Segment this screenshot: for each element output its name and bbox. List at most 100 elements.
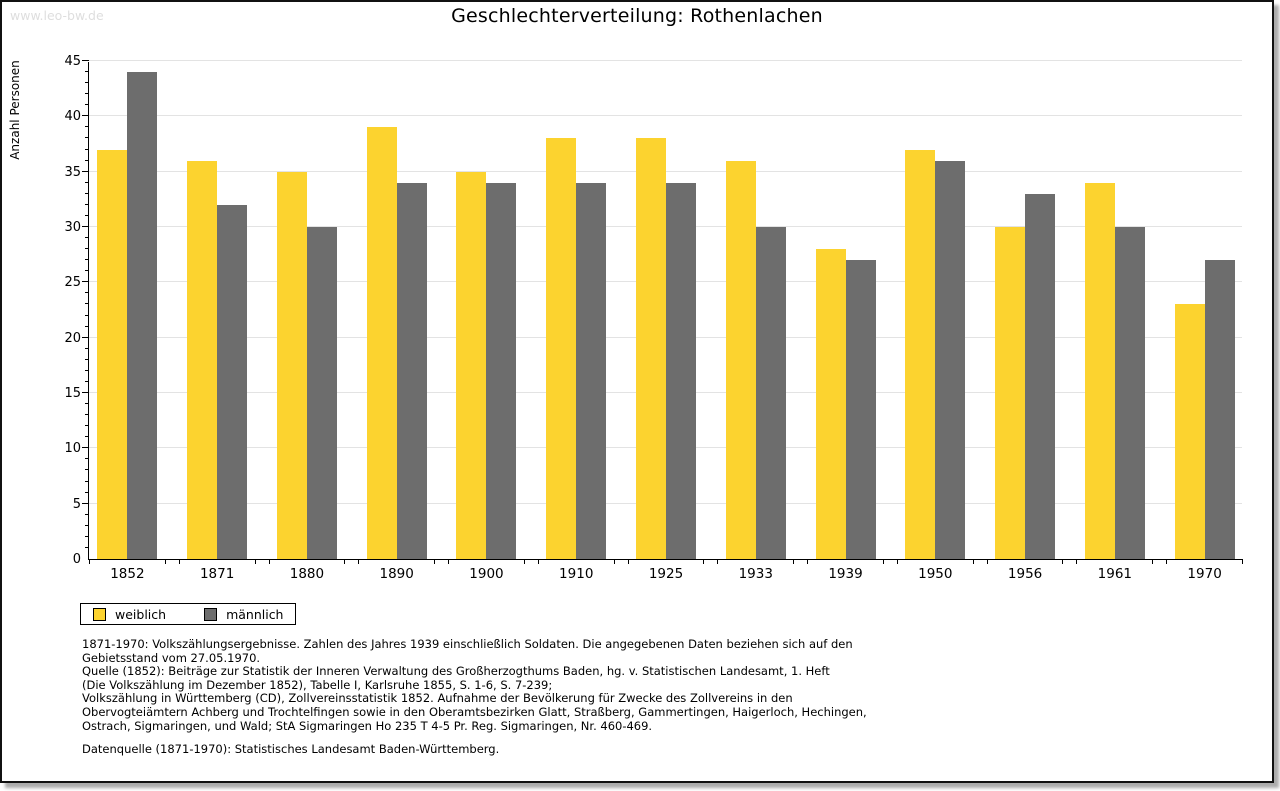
y-axis-minor-tick [85, 358, 89, 360]
bar-maennlich-1961 [1114, 227, 1145, 559]
y-axis-minor-tick [85, 513, 89, 515]
legend-label-maennlich: männlich [226, 606, 284, 622]
y-axis-minor-tick [85, 403, 89, 405]
bar-weiblich-1852 [97, 149, 128, 559]
y-axis-tick-label: 40 [64, 109, 81, 125]
bar-maennlich-1880 [306, 227, 337, 559]
x-axis-tick-label: 1910 [559, 566, 594, 582]
y-axis-minor-tick [85, 214, 89, 216]
y-axis-major-tick [82, 281, 89, 283]
bar-maennlich-1910 [576, 182, 607, 559]
x-axis-tick-label: 1900 [469, 566, 504, 582]
x-axis-tick-label: 1871 [199, 566, 235, 582]
y-axis-minor-tick [85, 347, 89, 349]
x-axis-tick [986, 559, 988, 564]
y-axis-minor-tick [85, 303, 89, 305]
y-axis-tick-label: 25 [64, 275, 81, 291]
bar-weiblich-1961 [1084, 182, 1115, 559]
footnote-line: Quelle (1852): Beiträge zur Statistik de… [82, 664, 830, 679]
x-axis-tick-label: 1933 [738, 566, 773, 582]
y-axis-minor-tick [85, 491, 89, 493]
y-axis-minor-tick [85, 535, 89, 537]
x-axis-tick [807, 559, 809, 564]
footnote-line: Gebietsstand vom 27.05.1970. [82, 650, 261, 665]
y-axis-minor-tick [85, 192, 89, 194]
bar-weiblich-1950 [905, 149, 936, 559]
bar-maennlich-1939 [845, 260, 876, 559]
y-axis-minor-tick [85, 71, 89, 73]
y-axis-major-tick [82, 336, 89, 338]
bar-weiblich-1970 [1174, 304, 1205, 559]
y-axis-tick-label: 15 [64, 386, 81, 401]
footnote-line: (Die Volkszählung im Dezember 1852), Tab… [82, 677, 553, 692]
x-axis-tick-label: 1950 [918, 566, 953, 582]
footnote-line: Ostrach, Sigmaringen, und Wald; StA Sigm… [82, 718, 653, 733]
x-axis-tick-label: 1880 [289, 566, 325, 582]
footnote-line: Obervogteiämtern Achberg und Trochtelfin… [82, 704, 867, 719]
bar-maennlich-1925 [666, 182, 696, 559]
y-axis-minor-tick [85, 369, 89, 371]
bar-weiblich-1956 [995, 227, 1026, 559]
y-axis-minor-tick [85, 325, 89, 327]
y-axis-minor-tick [85, 148, 89, 150]
bar-maennlich-1956 [1025, 193, 1056, 559]
gridline [89, 115, 1242, 117]
bar-weiblich-1880 [276, 171, 307, 559]
y-axis-tick-label: 0 [72, 552, 81, 567]
x-axis-tick-label: 1956 [1007, 566, 1043, 582]
x-axis-tick [703, 559, 705, 564]
bar-weiblich-1933 [725, 160, 756, 559]
legend: weiblich männlich [80, 603, 297, 625]
x-axis-tick [358, 559, 360, 564]
bar-weiblich-1900 [456, 171, 487, 559]
y-axis-minor-tick [85, 270, 89, 272]
y-axis-label: Anzahl Personen [8, 60, 22, 160]
x-axis-tick [344, 559, 346, 564]
y-axis-minor-tick [85, 82, 89, 84]
plot-area: 5 10 15 20 25 30 35 40 45 0 1852 1871 1880 1890 1900 19… [64, 54, 1243, 582]
x-axis-tick [268, 559, 270, 564]
legend-swatch-maennlich [204, 607, 218, 621]
y-axis-minor-tick [85, 137, 89, 139]
x-axis-tick-label: 1890 [379, 566, 414, 582]
y-axis-major-tick [82, 447, 89, 449]
y-axis-minor-tick [85, 248, 89, 250]
y-axis-minor-tick [85, 380, 89, 382]
gridline [89, 60, 1242, 61]
x-axis-tick [178, 559, 180, 564]
x-axis-tick-label: 1939 [828, 566, 863, 582]
y-axis-minor-tick [85, 436, 89, 438]
bar-maennlich-1933 [755, 227, 786, 559]
bar-maennlich-1900 [486, 182, 517, 559]
x-axis-tick-label: 1961 [1097, 566, 1133, 582]
bar-maennlich-1950 [935, 160, 966, 559]
y-axis-minor-tick [85, 314, 89, 316]
bar-weiblich-1925 [636, 138, 666, 559]
y-axis-minor-tick [85, 458, 89, 460]
bar-maennlich-1970 [1204, 260, 1235, 559]
footnote-line: Volkszählung in Württemberg (CD), Zollve… [82, 691, 793, 706]
y-axis-major-tick [82, 60, 89, 61]
y-axis-minor-tick [85, 546, 89, 548]
x-axis-tick [448, 559, 450, 564]
bar-weiblich-1939 [815, 249, 846, 559]
x-axis-tick [1166, 559, 1168, 564]
x-axis-tick-label: 1970 [1187, 566, 1222, 582]
x-axis-tick [613, 559, 615, 564]
x-axis-tick [537, 559, 539, 564]
x-axis-tick [1062, 559, 1064, 564]
x-axis-tick [896, 559, 898, 564]
y-axis-tick-label: 20 [64, 330, 81, 346]
y-axis-minor-tick [85, 292, 89, 294]
y-axis-minor-tick [85, 237, 89, 239]
y-axis-major-tick [82, 502, 89, 504]
x-axis-tick [434, 559, 436, 564]
y-axis-minor-tick [85, 425, 89, 427]
legend-label-weiblich: weiblich [115, 606, 167, 622]
x-axis-tick [882, 559, 884, 564]
bar-weiblich-1871 [187, 160, 218, 559]
y-axis-minor-tick [85, 181, 89, 183]
x-axis-tick [1242, 559, 1243, 564]
y-axis-tick-label: 35 [64, 164, 81, 180]
